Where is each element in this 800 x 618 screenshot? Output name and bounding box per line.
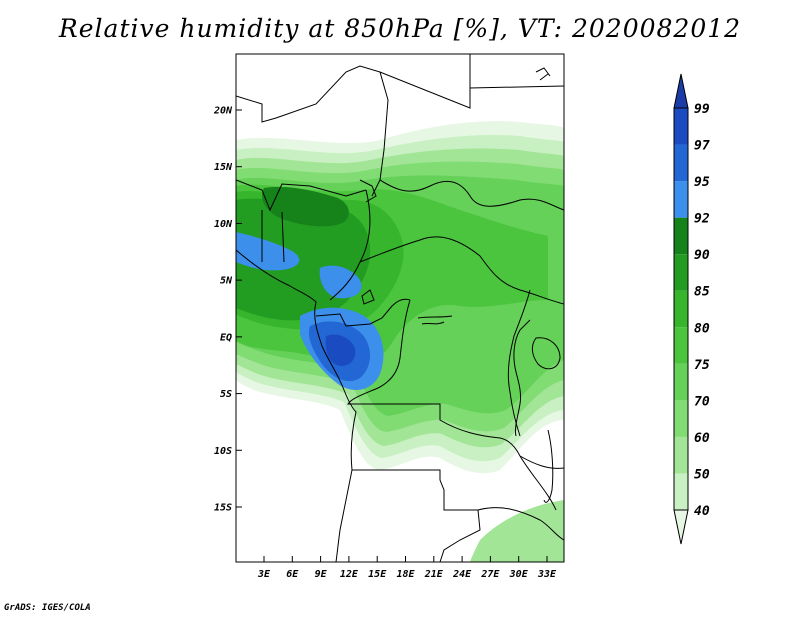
humidity-field — [236, 121, 564, 562]
colorbar-segment — [674, 436, 688, 474]
coastline — [236, 249, 357, 562]
lon-tick-label: 21E — [424, 569, 444, 580]
river-line — [417, 315, 453, 325]
colorbar-max-arrow — [673, 73, 689, 109]
country-borders — [236, 54, 564, 562]
border-line — [315, 298, 411, 327]
lon-tick-label: 27E — [480, 569, 500, 580]
colorbar-level-label: 97 — [694, 139, 710, 154]
colorbar-level-label: 92 — [694, 212, 710, 227]
lon-tick-label: 18E — [396, 569, 415, 580]
colorbar-level-label: 80 — [694, 321, 710, 336]
colorbar-level-label: 75 — [694, 358, 710, 373]
rh-zone-se — [470, 500, 564, 562]
lake-outline — [531, 337, 561, 370]
colorbar-segment — [674, 400, 688, 437]
border-line — [477, 507, 564, 541]
colorbar-level-label: 40 — [694, 504, 710, 519]
lake-outline — [513, 319, 531, 437]
border-line — [507, 289, 531, 437]
longitude-axis: 3E 6E 9E 12E 15E 18E 21E 24E 27E 30E 33E — [257, 556, 557, 580]
colorbar-level-label: 90 — [694, 248, 710, 263]
colorbar-segment — [674, 363, 688, 401]
lake-outline — [543, 429, 554, 503]
border-line — [261, 210, 285, 263]
border-line — [519, 455, 557, 511]
lat-tick-label: EQ — [220, 332, 232, 343]
lon-tick-label: 33E — [537, 569, 557, 580]
lon-tick-label: 3E — [257, 569, 271, 580]
colorbar-segment — [674, 254, 688, 291]
map-title: Relative humidity at 850hPa [%], VT: 202… — [58, 14, 742, 43]
colorbar-level-label: 70 — [694, 394, 710, 409]
latitude-axis: 20N 15N 10N 5N EQ 5S 10S 15S — [213, 106, 242, 514]
colorbar-level-label: 60 — [694, 431, 710, 446]
lon-tick-label: 15E — [368, 569, 387, 580]
colorbar-segment — [674, 181, 688, 218]
grads-credit: GrADS: IGES/COLA — [4, 603, 91, 613]
border-line — [379, 179, 564, 211]
border-line — [535, 67, 551, 81]
border-line — [236, 179, 367, 212]
lon-tick-label: 6E — [286, 569, 299, 580]
lon-tick-label: 9E — [315, 569, 328, 580]
colorbar-segment — [674, 217, 688, 255]
rh-zone-99 — [325, 334, 356, 366]
border-line — [236, 65, 389, 197]
lat-tick-label: 20N — [213, 106, 233, 117]
map-frame — [235, 53, 565, 563]
rh-zone-92 — [261, 186, 349, 227]
colorbar-level-label: 95 — [694, 175, 710, 190]
colorbar-level-label: 50 — [694, 467, 710, 482]
colorbar-segment — [674, 108, 688, 145]
lat-tick-label: 15N — [214, 162, 233, 173]
lat-tick-label: 5S — [220, 389, 232, 400]
lat-tick-label: 10S — [214, 446, 232, 457]
river-line — [361, 289, 375, 305]
lat-tick-label: 5N — [220, 276, 233, 287]
colorbar-segment — [674, 144, 688, 182]
lon-tick-label: 24E — [452, 569, 472, 580]
border-line — [359, 179, 377, 203]
colorbar: 40 50 60 70 75 80 85 90 92 95 97 99 — [673, 73, 710, 545]
colorbar-level-label: 85 — [694, 285, 710, 300]
border-line — [519, 455, 564, 469]
border-line — [352, 469, 481, 562]
colorbar-segment — [674, 473, 688, 510]
lon-tick-label: 30E — [509, 569, 529, 580]
border-line — [379, 54, 471, 109]
lon-tick-label: 12E — [340, 569, 359, 580]
colorbar-segment — [674, 290, 688, 328]
colorbar-frame — [673, 107, 689, 511]
lat-tick-label: 10N — [214, 219, 233, 230]
colorbar-segment — [674, 327, 688, 364]
lat-tick-label: 15S — [214, 503, 232, 514]
border-line — [347, 299, 521, 457]
colorbar-level-label: 99 — [694, 102, 710, 117]
border-line — [359, 236, 564, 305]
border-line — [469, 85, 564, 89]
colorbar-min-arrow — [673, 509, 689, 545]
